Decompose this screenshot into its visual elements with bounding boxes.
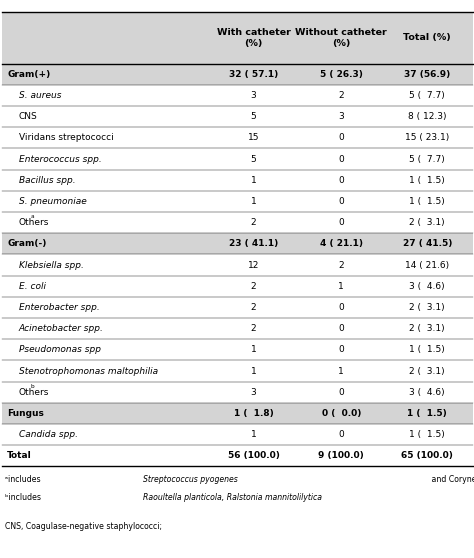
Text: CNS, Coagulase-negative staphylococci;: CNS, Coagulase-negative staphylococci; [5,522,164,531]
Text: Klebsiella spp.: Klebsiella spp. [19,261,84,270]
Text: 5 (  7.7): 5 ( 7.7) [410,155,445,163]
Text: 56 (100.0): 56 (100.0) [228,451,280,460]
Text: Viridans streptococci: Viridans streptococci [19,133,114,142]
Text: 5 (  7.7): 5 ( 7.7) [410,91,445,100]
Text: 1: 1 [251,197,256,206]
Text: ᵇincludes: ᵇincludes [5,493,43,502]
Text: 2: 2 [251,282,256,291]
Text: 3: 3 [251,388,256,397]
Text: 27 ( 41.5): 27 ( 41.5) [402,239,452,248]
Text: 1: 1 [251,345,256,354]
Text: 1 (  1.5): 1 ( 1.5) [408,409,447,418]
Text: Others: Others [19,218,49,227]
Text: 5 ( 26.3): 5 ( 26.3) [320,70,363,79]
Text: Total (%): Total (%) [403,33,451,42]
Text: Acinetobacter spp.: Acinetobacter spp. [19,324,104,333]
Text: S. pneumoniae: S. pneumoniae [19,197,87,206]
Text: 8 ( 12.3): 8 ( 12.3) [408,112,447,121]
Text: Candida spp.: Candida spp. [19,430,78,439]
Text: a: a [31,214,34,219]
Text: 9 (100.0): 9 (100.0) [319,451,364,460]
Text: 0: 0 [338,218,344,227]
Text: 3: 3 [251,91,256,100]
Text: CNS: CNS [19,112,38,121]
Text: ᵃincludes: ᵃincludes [5,475,43,484]
Text: S. aureus: S. aureus [19,91,62,100]
Text: 5: 5 [251,155,256,163]
Text: 2: 2 [338,261,344,270]
Text: 0: 0 [338,155,344,163]
Text: 4 ( 21.1): 4 ( 21.1) [320,239,363,248]
Text: 23 ( 41.1): 23 ( 41.1) [229,239,278,248]
Text: 2 (  3.1): 2 ( 3.1) [410,218,445,227]
Text: Pseudomonas spp: Pseudomonas spp [19,345,101,354]
Text: 37 (56.9): 37 (56.9) [404,70,450,79]
Bar [2,233,473,254]
Text: 1 (  1.5): 1 ( 1.5) [410,430,445,439]
Text: 2 (  3.1): 2 ( 3.1) [410,367,445,376]
Bar [2,403,473,424]
Text: 3 (  4.6): 3 ( 4.6) [410,282,445,291]
Text: 1: 1 [338,367,344,376]
Text: 0: 0 [338,303,344,312]
Text: 1 (  1.5): 1 ( 1.5) [410,197,445,206]
Text: Enterobacter spp.: Enterobacter spp. [19,303,100,312]
Text: 1: 1 [251,430,256,439]
Text: and Corynebacterium: and Corynebacterium [429,475,474,484]
Text: 15 ( 23.1): 15 ( 23.1) [405,133,449,142]
Text: Streptococcus pyogenes: Streptococcus pyogenes [143,475,237,484]
Text: 14 ( 21.6): 14 ( 21.6) [405,261,449,270]
Text: 0: 0 [338,388,344,397]
Text: 2: 2 [251,303,256,312]
Text: 1: 1 [251,176,256,185]
Text: 0: 0 [338,430,344,439]
Text: 0: 0 [338,197,344,206]
Text: 1 (  1.5): 1 ( 1.5) [410,176,445,185]
Text: 1: 1 [251,367,256,376]
Text: With catheter
(%): With catheter (%) [217,27,291,49]
Text: b: b [31,384,35,389]
Text: 5: 5 [251,112,256,121]
Text: Others: Others [19,388,49,397]
Text: 1 (  1.5): 1 ( 1.5) [410,345,445,354]
Text: 2 (  3.1): 2 ( 3.1) [410,324,445,333]
Text: Total: Total [7,451,32,460]
Text: 15: 15 [248,133,259,142]
Text: 0: 0 [338,133,344,142]
Text: Stenotrophomonas maltophilia: Stenotrophomonas maltophilia [19,367,158,376]
Text: Gram(+): Gram(+) [7,70,50,79]
Bar [2,64,473,85]
Text: 0 (  0.0): 0 ( 0.0) [321,409,361,418]
Text: 2 (  3.1): 2 ( 3.1) [410,303,445,312]
Text: 3: 3 [338,112,344,121]
Text: Without catheter
(%): Without catheter (%) [295,27,387,49]
Text: 3 (  4.6): 3 ( 4.6) [410,388,445,397]
Text: 2: 2 [251,324,256,333]
Text: 2: 2 [251,218,256,227]
Text: Bacillus spp.: Bacillus spp. [19,176,75,185]
Text: Raoultella planticola, Ralstonia mannitolilytica: Raoultella planticola, Ralstonia mannito… [143,493,322,502]
Text: Fungus: Fungus [7,409,44,418]
Text: 0: 0 [338,176,344,185]
Text: 2: 2 [338,91,344,100]
Text: Gram(-): Gram(-) [7,239,46,248]
Text: 1: 1 [338,282,344,291]
Text: Enterococcus spp.: Enterococcus spp. [19,155,102,163]
Text: 32 ( 57.1): 32 ( 57.1) [229,70,278,79]
Bar [2,12,473,64]
Text: 0: 0 [338,345,344,354]
Text: 12: 12 [248,261,259,270]
Text: 1 (  1.8): 1 ( 1.8) [234,409,273,418]
Text: E. coli: E. coli [19,282,46,291]
Text: 65 (100.0): 65 (100.0) [401,451,453,460]
Text: 0: 0 [338,324,344,333]
